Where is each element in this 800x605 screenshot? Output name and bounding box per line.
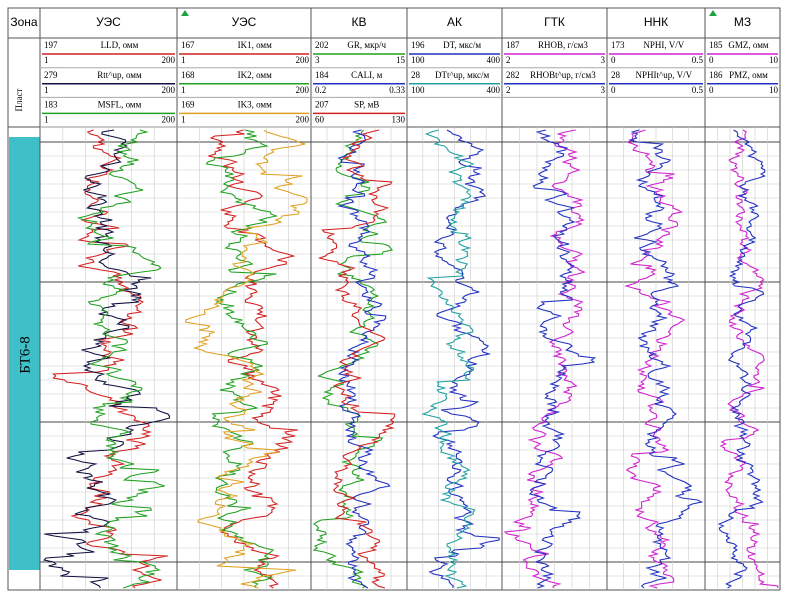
- curve-name: NPHIt^up, V/V: [636, 70, 693, 80]
- scale-max: 200: [162, 114, 176, 124]
- log-trace: [421, 129, 476, 589]
- scale-min: 0.2: [315, 85, 326, 95]
- curve-name: PMZ, омм: [729, 70, 768, 80]
- track-title: АК: [447, 15, 462, 29]
- curve-id: 173: [611, 40, 625, 50]
- track-title: УЭС: [96, 15, 121, 29]
- scale-max: 200: [296, 55, 310, 65]
- curve-name: SP, мВ: [354, 99, 379, 109]
- curve-id: 282: [506, 70, 520, 80]
- zone-header: Зона: [10, 15, 38, 29]
- curve-id: 169: [181, 99, 195, 109]
- curve-id: 168: [181, 70, 195, 80]
- curve-name: DTt^up, мкс/м: [435, 70, 490, 80]
- log-trace: [337, 129, 391, 589]
- scale-max: 0.5: [692, 85, 704, 95]
- zone-fill: [9, 137, 40, 570]
- curve-name: DT, мкс/м: [443, 40, 481, 50]
- curve-id: 197: [44, 40, 58, 50]
- curve-name: GMZ, омм: [728, 40, 769, 50]
- log-trace: [205, 129, 279, 589]
- scale-min: 1: [181, 85, 186, 95]
- scale-max: 200: [296, 85, 310, 95]
- log-trace: [719, 129, 779, 588]
- log-trace: [312, 129, 394, 589]
- curve-name: RHOB, г/см3: [538, 40, 588, 50]
- curve-id: 28: [411, 70, 421, 80]
- curve-id: 167: [181, 40, 195, 50]
- log-trace: [628, 129, 704, 589]
- curve-id: 184: [315, 70, 329, 80]
- track-title: ГТК: [544, 15, 565, 29]
- scale-min: 1: [44, 114, 49, 124]
- scale-max: 200: [162, 55, 176, 65]
- scale-min: 3: [315, 55, 320, 65]
- log-trace: [76, 129, 165, 589]
- curve-id: 187: [506, 40, 520, 50]
- scale-min: 0: [709, 55, 714, 65]
- curve-id: 279: [44, 70, 58, 80]
- scale-max: 130: [392, 114, 406, 124]
- scale-max: 200: [162, 85, 176, 95]
- curve-name: LLD, омм: [101, 40, 139, 50]
- scale-min: 0: [611, 85, 616, 95]
- scale-min: 1: [44, 55, 49, 65]
- scale-max: 3: [601, 85, 606, 95]
- track-title: УЭС: [232, 15, 257, 29]
- curve-name: MSFL, омм: [98, 99, 142, 109]
- scale-max: 400: [487, 85, 501, 95]
- scale-max: 10: [769, 85, 779, 95]
- scale-max: 200: [296, 114, 310, 124]
- zone-label: БТ6-8: [17, 336, 33, 374]
- log-trace: [528, 129, 597, 589]
- curve-name: IK2, омм: [238, 70, 273, 80]
- marker: [709, 10, 717, 16]
- log-trace: [42, 129, 171, 589]
- plast-header: Пласт: [14, 88, 24, 111]
- log-trace: [624, 129, 686, 589]
- curve-name: RHOBt^up, г/см3: [530, 70, 596, 80]
- curve-id: 207: [315, 99, 329, 109]
- curve-id: 202: [315, 40, 329, 50]
- curve-id: 196: [411, 40, 425, 50]
- curve-id: 183: [44, 99, 58, 109]
- marker: [181, 10, 189, 16]
- log-trace: [503, 129, 586, 589]
- curve-name: IK1, омм: [238, 40, 273, 50]
- scale-min: 100: [411, 55, 425, 65]
- track-title: ННК: [644, 15, 668, 29]
- scale-max: 0.33: [389, 85, 405, 95]
- log-trace: [208, 129, 298, 589]
- track-title: МЗ: [734, 15, 751, 29]
- scale-min: 2: [506, 55, 511, 65]
- scale-max: 10: [769, 55, 779, 65]
- curve-name: NPHI, V/V: [643, 40, 684, 50]
- scale-min: 1: [181, 114, 186, 124]
- curve-id: 185: [709, 40, 723, 50]
- scale-min: 0: [709, 85, 714, 95]
- curve-id: 186: [709, 70, 723, 80]
- scale-min: 1: [44, 85, 49, 95]
- curve-id: 28: [611, 70, 621, 80]
- scale-max: 400: [487, 55, 501, 65]
- curve-name: IK3, омм: [238, 99, 273, 109]
- log-trace: [185, 129, 308, 589]
- scale-min: 0: [611, 55, 616, 65]
- curve-name: GR, мкр/ч: [347, 40, 386, 50]
- scale-min: 2: [506, 85, 511, 95]
- scale-max: 15: [396, 55, 406, 65]
- curve-name: Rtt^up, омм: [97, 70, 142, 80]
- scale-max: 3: [601, 55, 606, 65]
- scale-max: 0.5: [692, 55, 704, 65]
- frame: [7, 7, 781, 591]
- curve-name: CALI, м: [351, 70, 382, 80]
- log-trace: [717, 129, 766, 589]
- log-trace: [317, 129, 396, 589]
- scale-min: 1: [181, 55, 186, 65]
- scale-min: 60: [315, 114, 325, 124]
- scale-min: 100: [411, 85, 425, 95]
- track-title: КВ: [352, 15, 367, 29]
